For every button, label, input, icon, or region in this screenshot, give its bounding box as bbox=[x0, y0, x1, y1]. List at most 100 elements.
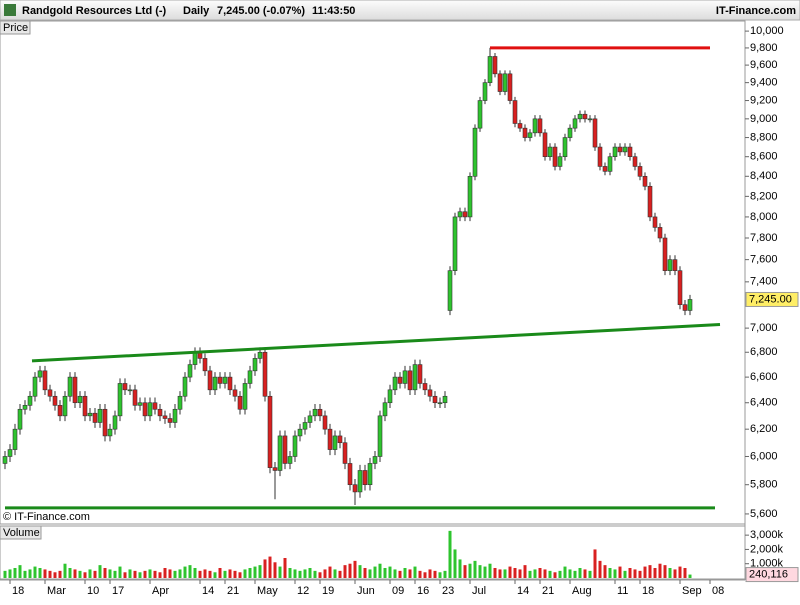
candle-body bbox=[632, 156, 638, 167]
x-tick-label: 14 bbox=[202, 585, 214, 597]
x-tick-label: Mar bbox=[47, 585, 66, 597]
candle-body bbox=[517, 123, 523, 129]
volume-bar bbox=[313, 570, 317, 578]
candle-body bbox=[152, 402, 158, 410]
volume-bar bbox=[438, 572, 442, 578]
x-tick-label: 17 bbox=[112, 585, 124, 597]
candle-body bbox=[52, 395, 58, 406]
x-tick-label: 21 bbox=[227, 585, 239, 597]
volume-bar bbox=[48, 570, 52, 578]
candle-body bbox=[382, 402, 388, 417]
y-tick-label: 6,000 bbox=[750, 450, 778, 462]
panel-label: Price bbox=[3, 22, 28, 34]
volume-bar bbox=[538, 568, 542, 578]
candle-body bbox=[647, 185, 653, 218]
chart-icon[interactable] bbox=[4, 4, 16, 16]
volume-bar bbox=[208, 570, 212, 578]
volume-bar bbox=[423, 572, 427, 578]
candle-body bbox=[597, 146, 603, 167]
volume-bar bbox=[153, 570, 157, 578]
volume-bar bbox=[638, 570, 642, 578]
y-tick-label: 6,200 bbox=[750, 423, 778, 435]
candle-body bbox=[137, 402, 143, 406]
volume-bar bbox=[433, 570, 437, 578]
volume-bar bbox=[33, 566, 37, 578]
candle-body bbox=[452, 216, 458, 271]
candle-body bbox=[312, 408, 318, 417]
volume-bar bbox=[523, 565, 527, 578]
candle-body bbox=[592, 118, 598, 148]
volume-bar bbox=[513, 568, 517, 578]
candle-body bbox=[172, 408, 178, 423]
volume-bar bbox=[188, 565, 192, 578]
candle-body bbox=[622, 146, 628, 153]
volume-bar bbox=[343, 565, 347, 578]
candle-body bbox=[92, 412, 98, 423]
x-tick-label: 18 bbox=[642, 585, 654, 597]
candle-body bbox=[47, 389, 53, 397]
volume-bar bbox=[53, 572, 57, 578]
y-tick-label: 6,600 bbox=[750, 371, 778, 383]
candle-body bbox=[402, 370, 408, 384]
candle-body bbox=[182, 376, 188, 397]
candle-body bbox=[502, 73, 508, 92]
candle-body bbox=[467, 175, 473, 218]
volume-bar bbox=[573, 570, 577, 578]
candle-body bbox=[142, 402, 148, 417]
volume-bar bbox=[528, 570, 532, 578]
candle-body bbox=[32, 376, 38, 397]
candle-body bbox=[277, 435, 283, 471]
x-tick-label: 18 bbox=[12, 585, 24, 597]
candle-body bbox=[537, 118, 543, 134]
volume-bar bbox=[568, 569, 572, 578]
x-tick-label: 23 bbox=[442, 585, 454, 597]
candle-body bbox=[527, 132, 533, 138]
candle-body bbox=[352, 484, 358, 493]
candle-body bbox=[297, 428, 303, 437]
candle-body bbox=[367, 463, 373, 486]
volume-bar bbox=[228, 569, 232, 578]
candle-body bbox=[87, 412, 93, 417]
y-tick-label: 8,400 bbox=[750, 170, 778, 182]
candle-body bbox=[272, 467, 278, 471]
panel-label: Volume bbox=[3, 527, 40, 539]
candle-body bbox=[147, 402, 153, 417]
last-value-label: 240,116 bbox=[749, 568, 788, 580]
volume-bar bbox=[78, 570, 82, 578]
candle-body bbox=[482, 82, 488, 101]
volume-bar bbox=[273, 562, 277, 578]
volume-bar bbox=[368, 569, 372, 578]
candle-body bbox=[547, 146, 553, 158]
y-tick-label: 6,400 bbox=[750, 397, 778, 409]
volume-bar bbox=[98, 565, 102, 578]
volume-bar bbox=[378, 563, 382, 578]
y-tick-label: 9,600 bbox=[750, 59, 778, 71]
volume-bar bbox=[83, 572, 87, 578]
candle-body bbox=[652, 216, 658, 228]
volume-bar bbox=[563, 566, 567, 578]
x-tick-label: 08 bbox=[712, 585, 724, 597]
candle-body bbox=[107, 428, 113, 437]
volume-bar bbox=[223, 570, 227, 578]
last-value-box bbox=[745, 567, 799, 583]
x-tick-label: Jul bbox=[472, 585, 486, 597]
volume-panel bbox=[0, 525, 746, 580]
candle-body bbox=[552, 146, 558, 167]
candle-body bbox=[232, 389, 238, 397]
volume-bar bbox=[593, 549, 597, 578]
x-tick-label: 09 bbox=[392, 585, 404, 597]
volume-bar bbox=[123, 572, 127, 578]
volume-bar bbox=[473, 560, 477, 578]
volume-bar bbox=[8, 569, 12, 578]
candle-body bbox=[667, 259, 673, 271]
x-tick-label: Jun bbox=[357, 585, 375, 597]
candle-body bbox=[557, 156, 563, 167]
candle-body bbox=[202, 358, 208, 372]
candle-body bbox=[532, 118, 538, 134]
candle-body bbox=[332, 435, 338, 450]
volume-bar bbox=[463, 565, 467, 578]
volume-bar bbox=[338, 570, 342, 578]
candle-body bbox=[342, 442, 348, 464]
y-tick-label: 8,000 bbox=[750, 211, 778, 223]
